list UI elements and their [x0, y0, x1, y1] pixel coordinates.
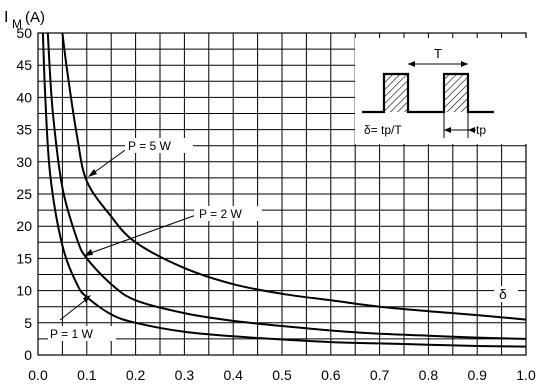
pulse-inset: T tp δ= tp/T — [355, 38, 535, 144]
y-tick-label: 5 — [24, 315, 32, 331]
annotation-1w: P = 1 W — [50, 327, 93, 341]
x-tick-label: 0.0 — [28, 367, 48, 383]
y-tick-label: 40 — [16, 89, 32, 105]
pulse-2-hatch — [444, 74, 468, 112]
x-tick-label: 0.8 — [419, 367, 439, 383]
annotation-arrowhead-1w — [83, 295, 91, 303]
series-line-2 — [46, 32, 527, 340]
y-tick-label: 25 — [16, 186, 32, 202]
duty-cycle-formula: δ= tp/T — [364, 123, 402, 137]
annotation-arrowhead-2w — [84, 249, 93, 256]
y-tick-label: 50 — [16, 25, 32, 41]
period-label: T — [434, 46, 442, 61]
pulse-1-hatch — [384, 74, 408, 112]
x-axis-label-bg — [494, 286, 518, 302]
y-tick-label: 35 — [16, 122, 32, 138]
x-axis-label: δ — [499, 286, 507, 302]
pulse-waveform — [362, 72, 494, 114]
y-tick-label: 15 — [16, 250, 32, 266]
tick-labels: 0 5 10 15 20 25 30 35 40 45 50 0.0 0.1 0.2 0.3 0.4 0.5 0.… — [16, 25, 536, 383]
y-tick-label: 20 — [16, 218, 32, 234]
x-tick-label: 1.0 — [516, 367, 536, 383]
y-axis-label-unit: (A) — [25, 9, 45, 26]
series-line-1 — [61, 32, 527, 321]
y-tick-label: 0 — [24, 347, 32, 363]
grid — [37, 32, 527, 356]
y-tick-label: 45 — [16, 57, 32, 73]
x-tick-label: 0.4 — [223, 367, 243, 383]
curves — [41, 32, 527, 348]
y-axis-label: I — [4, 9, 8, 26]
x-tick-label: 0.9 — [467, 367, 487, 383]
x-tick-label: 0.2 — [126, 367, 146, 383]
annotation-arrow-1w — [59, 297, 89, 321]
x-tick-label: 0.1 — [77, 367, 97, 383]
plot-frame — [37, 32, 527, 356]
annotation-bg-1w — [48, 326, 116, 341]
annotation-arrowhead-5w — [88, 169, 97, 177]
tp-arrow-left — [444, 127, 451, 133]
y-tick-label: 30 — [16, 154, 32, 170]
annotation-5w: P = 5 W — [128, 139, 171, 153]
x-tick-label: 0.3 — [175, 367, 195, 383]
tp-arrow-right — [468, 127, 475, 133]
x-tick-label: 0.7 — [370, 367, 390, 383]
annotation-bg-5w — [125, 138, 193, 153]
annotation-bg-2w — [194, 206, 262, 221]
y-tick-label: 10 — [16, 283, 32, 299]
annotation-arrow-5w — [91, 147, 129, 175]
series-line-3 — [41, 32, 527, 348]
period-arrow-right — [461, 61, 468, 67]
annotation-arrow-2w — [87, 214, 197, 255]
annotation-2w: P = 2 W — [199, 207, 242, 221]
y-axis-label-sub: M — [12, 17, 22, 31]
x-tick-label: 0.5 — [272, 367, 292, 383]
period-arrow-left — [408, 61, 415, 67]
tp-label: tp — [476, 123, 486, 137]
x-tick-label: 0.6 — [321, 367, 341, 383]
annotations: P = 5 W P = 2 W P = 1 W — [48, 138, 262, 341]
